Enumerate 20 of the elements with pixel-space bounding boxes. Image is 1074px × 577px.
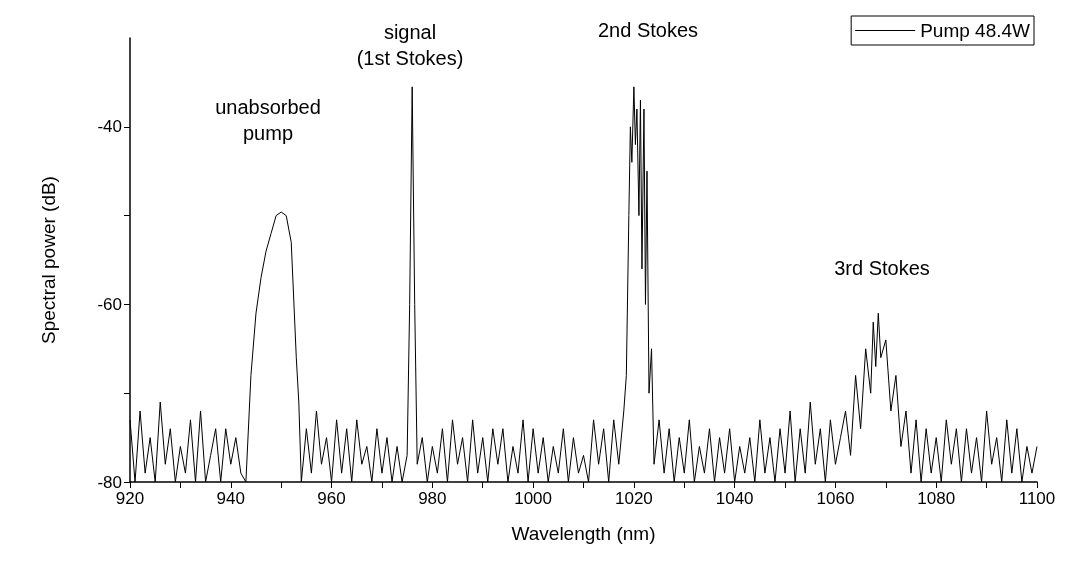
x-tick-label: 960 [317,489,346,508]
x-tick-label: 1040 [715,489,754,508]
x-tick-label: 1000 [514,489,553,508]
x-tick-label: 1020 [614,489,653,508]
y-axis-title: Spectral power (dB) [38,176,59,344]
x-tick-label: 920 [115,489,145,508]
x-tick-label: 1060 [816,489,855,508]
annotation: 3rd Stokes [834,257,930,279]
annotation: unabsorbed pump [215,96,321,144]
y-tick-label: -80 [97,472,122,492]
x-tick-label: 1100 [1018,489,1056,508]
legend-label: Pump 48.4W [920,20,1031,41]
annotation: 2nd Stokes [597,19,699,41]
x-axis-title: Wavelength (nm) [511,523,656,544]
annotation: signal (1st Stokes) [356,21,464,69]
y-tick-label: -60 [97,294,122,314]
y-tick-label: -40 [97,117,122,137]
x-tick-label: 1080 [917,489,956,508]
x-tick-label: 940 [216,489,245,508]
x-tick-label: 980 [418,489,447,508]
